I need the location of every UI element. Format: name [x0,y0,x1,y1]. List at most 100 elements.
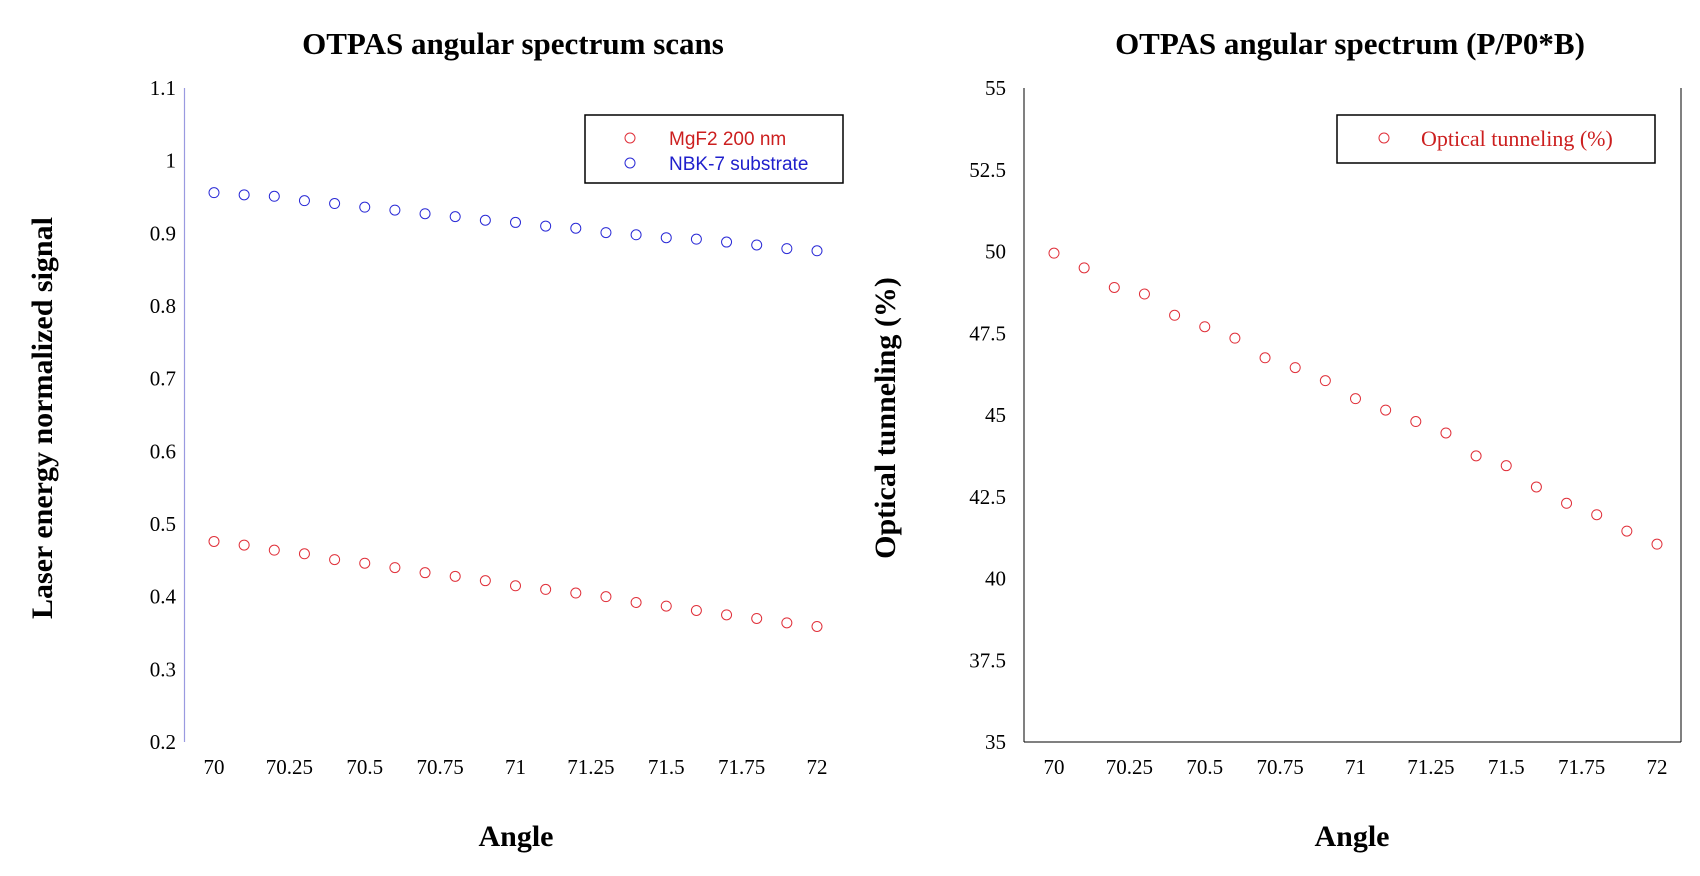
chart-1-y-tick-label: 0.6 [150,439,176,463]
chart-1-series-0-point [751,612,763,624]
chart-2-series-0-point [1169,309,1181,321]
chart-1-legend: MgF2 200 nm NBK-7 substrate [584,114,844,184]
chart-2-y-tick-label: 42.5 [969,485,1006,509]
chart-1-x-tick-label: 70.5 [346,755,383,779]
chart-1-series-1-point [660,232,672,244]
chart-1-x-tick-label: 71.75 [718,755,765,779]
chart-2: OTPAS angular spectrum (P/P0*B) Optical … [869,26,1682,853]
chart-1-x-tick-label: 70.75 [417,755,464,779]
chart-1-x-tick-label: 71.5 [648,755,685,779]
chart-2-series-0-point [1078,262,1090,274]
chart-1-y-tick-label: 0.2 [150,730,176,754]
chart-2-y-axis-title: Optical tunneling (%) [869,277,902,559]
chart-2-series-0-point [1108,281,1120,293]
chart-1-y-tick-label: 0.3 [150,657,176,681]
chart-1-series-0-point [781,617,793,629]
chart-2-y-tick-label: 55 [985,76,1006,100]
chart-1-series-0-point [721,609,733,621]
chart-2-x-ticks: 70 70.25 70.5 70.75 71 71.25 71.5 71.75 72 [1044,755,1668,779]
chart-2-x-tick-label: 70.25 [1106,755,1153,779]
chart-2-title: OTPAS angular spectrum (P/P0*B) [1115,26,1585,61]
chart-2-series-0-point [1289,362,1301,374]
chart-1-series-0-point [449,570,461,582]
chart-1-series-1-point [600,227,612,239]
chart-1-title: OTPAS angular spectrum scans [302,26,724,61]
chart-2-series-0-point [1530,481,1542,493]
legend-label-nbk7: NBK-7 substrate [669,154,808,175]
chart-1-series-0-point [660,600,672,612]
chart-1-series-1-point [781,243,793,255]
chart-1-series-1-point [268,190,280,202]
chart-2-x-tick-label: 72 [1647,755,1668,779]
chart-1-x-tick-label: 71.25 [567,755,614,779]
chart-1-y-tick-label: 0.4 [150,585,177,609]
chart-1-x-tick-label: 72 [807,755,828,779]
chart-2-y-tick-label: 37.5 [969,648,1006,672]
chart-1-series-1-point [630,229,642,241]
chart-1-y-tick-label: 0.9 [150,221,176,245]
chart-2-y-tick-label: 52.5 [969,158,1006,182]
chart-1-series-0-point [238,539,250,551]
chart-2-series-0-point [1350,393,1361,405]
chart-1-series-1-point [721,236,733,248]
chart-2-series-0-point [1229,332,1241,344]
chart-1-y-tick-label: 0.8 [150,294,176,318]
chart-2-series-0-point [1561,497,1573,509]
chart-2-series-0-point [1410,416,1422,428]
chart-2-series-0-point [1138,288,1150,300]
chart-2-y-tick-label: 35 [985,730,1006,754]
chart-1-y-tick-label: 1.1 [150,76,176,100]
chart-1-series-1-point [479,214,491,226]
chart-2-series-0-point [1621,525,1633,537]
chart-1-series-1-point [510,216,521,228]
chart-2-x-axis-title: Angle [1315,820,1390,853]
chart-1-x-tick-label: 70 [204,755,225,779]
legend-marker-nbk7 [624,157,636,169]
chart-1: OTPAS angular spectrum scans Laser energ… [26,26,844,853]
chart-2-y-tick-label: 47.5 [969,321,1006,345]
chart-1-series-1-point [419,208,431,220]
chart-1-y-tick-label: 0.7 [150,367,176,391]
chart-1-y-tick-label: 1 [166,149,177,173]
chart-1-series-0-point [389,562,401,574]
chart-1-series-0-point [510,580,521,592]
chart-1-series-1-point [389,204,401,216]
chart-1-series-0-point [208,535,220,547]
chart-1-y-axis-title: Laser energy normalized signal [26,217,59,619]
chart-2-legend: Optical tunneling (%) [1336,114,1656,164]
chart-2-series-0-point [1380,404,1392,416]
legend-label-mgf2: MgF2 200 nm [669,129,786,150]
chart-1-y-ticks: 0.2 0.3 0.4 0.5 0.6 0.7 0.8 0.9 1 1.1 [150,76,177,754]
chart-2-x-tick-label: 71.5 [1488,755,1525,779]
chart-2-x-tick-label: 71.75 [1558,755,1605,779]
chart-2-series-0-point [1048,247,1060,259]
chart-2-series-0-point [1440,427,1452,439]
chart-2-series-0-point [1470,450,1482,462]
chart-1-y-tick-label: 0.5 [150,512,176,536]
chart-1-series-1-point [540,220,552,232]
chart-2-x-tick-label: 70.75 [1257,755,1304,779]
chart-2-y-tick-label: 40 [985,567,1006,591]
chart-1-series-1-point [298,195,310,207]
chart-2-series-0-point [1319,375,1331,387]
chart-1-series-0-point [690,604,702,616]
chart-2-y-tick-label: 50 [985,240,1006,264]
chart-2-y-tick-label: 45 [985,403,1006,427]
chart-1-series-1-point [238,189,250,201]
chart-1-series-1-point [359,201,371,213]
chart-1-series-0-point [479,575,491,587]
chart-1-series-0-point [811,620,823,632]
chart-2-x-tick-label: 71.25 [1407,755,1454,779]
chart-1-x-tick-label: 71 [505,755,526,779]
chart-2-series-0-point [1591,509,1603,521]
chart-1-series-1-point [329,198,341,210]
chart-1-series-0-point [268,544,280,556]
legend-marker-optical [1378,132,1390,144]
legend-label-optical: Optical tunneling (%) [1421,126,1613,151]
chart-1-series-1-point [208,187,220,199]
chart-2-series-0-point [1259,352,1271,364]
chart-1-points [208,187,823,632]
chart-1-x-tick-label: 70.25 [266,755,313,779]
legend-marker-mgf2 [624,132,636,144]
